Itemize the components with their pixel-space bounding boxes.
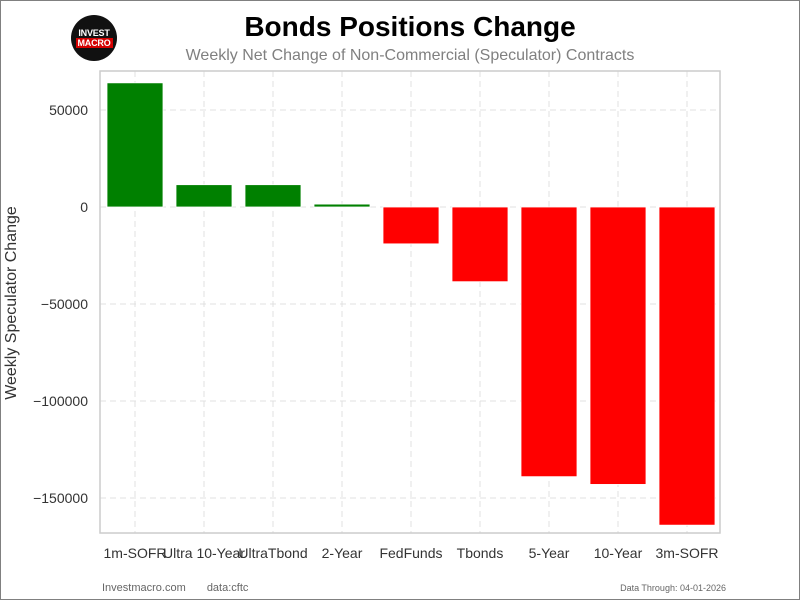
- x-tick-label: FedFunds: [379, 545, 442, 561]
- x-tick-label: 2-Year: [322, 545, 363, 561]
- footer-site: Investmacro.com: [102, 582, 186, 594]
- x-tick-label: UltraTbond: [238, 545, 307, 561]
- y-tick-label: −50000: [41, 296, 88, 312]
- x-tick-label: 10-Year: [594, 545, 643, 561]
- footer-data-through: Data Through: 04-01-2026: [620, 583, 726, 593]
- logo-text-invest: INVEST: [78, 28, 110, 38]
- chart-subtitle: Weekly Net Change of Non-Commercial (Spe…: [185, 47, 635, 64]
- x-tick-label: 1m-SOFR: [104, 545, 167, 561]
- y-tick-label: 0: [80, 199, 88, 215]
- footer-source: data:cftc: [206, 582, 249, 594]
- bar-10-year: [589, 206, 647, 485]
- y-tick-label: −100000: [33, 393, 88, 409]
- y-tick-label: −150000: [33, 490, 88, 506]
- bar-ultratbond: [244, 184, 302, 208]
- plot-area-border: [99, 70, 721, 534]
- bar-3m-sofr: [658, 206, 716, 526]
- footer-credits: Investmacro.com data:cftc: [102, 582, 266, 594]
- bar-2-year: [313, 203, 371, 208]
- bar-ultra-10-year: [175, 184, 233, 208]
- x-tick-label: Tbonds: [457, 545, 504, 561]
- bar-1m-sofr: [106, 82, 164, 208]
- x-tick-label: Ultra 10-Year: [163, 545, 245, 561]
- investmacro-logo: INVEST MACRO: [71, 15, 117, 61]
- x-tick-label: 3m-SOFR: [656, 545, 719, 561]
- x-tick-label: 5-Year: [529, 545, 570, 561]
- chart-title: Bonds Positions Change: [244, 11, 576, 42]
- bar-fedfunds: [382, 206, 440, 245]
- y-tick-label: 50000: [49, 102, 88, 118]
- logo-text-macro: MACRO: [75, 38, 113, 48]
- bar-tbonds: [451, 206, 509, 283]
- bar-5-year: [520, 206, 578, 478]
